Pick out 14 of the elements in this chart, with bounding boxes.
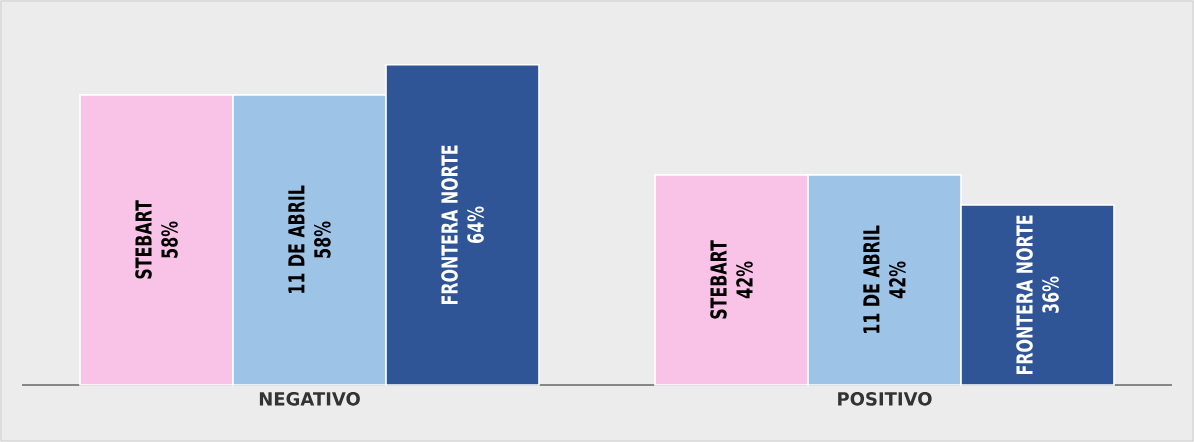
x-tick-label: POSITIVO	[838, 392, 932, 406]
series-label: FRONTERA NORTE	[1016, 215, 1033, 375]
data-label: 64%	[467, 206, 484, 243]
data-label: 42%	[889, 261, 906, 299]
data-label: 42%	[736, 261, 753, 299]
data-label: 58%	[314, 221, 331, 258]
data-label: 36%	[1042, 276, 1059, 313]
text: 11 DE ABRIL	[288, 185, 305, 293]
series-label: 11 DE ABRIL	[863, 225, 880, 333]
text: STEBART	[710, 240, 727, 319]
data-label: 58%	[161, 221, 178, 258]
x-tick-label: NEGATIVO	[259, 392, 360, 406]
text: FRONTERA NORTE	[441, 145, 458, 305]
series-label: STEBART	[135, 200, 152, 279]
